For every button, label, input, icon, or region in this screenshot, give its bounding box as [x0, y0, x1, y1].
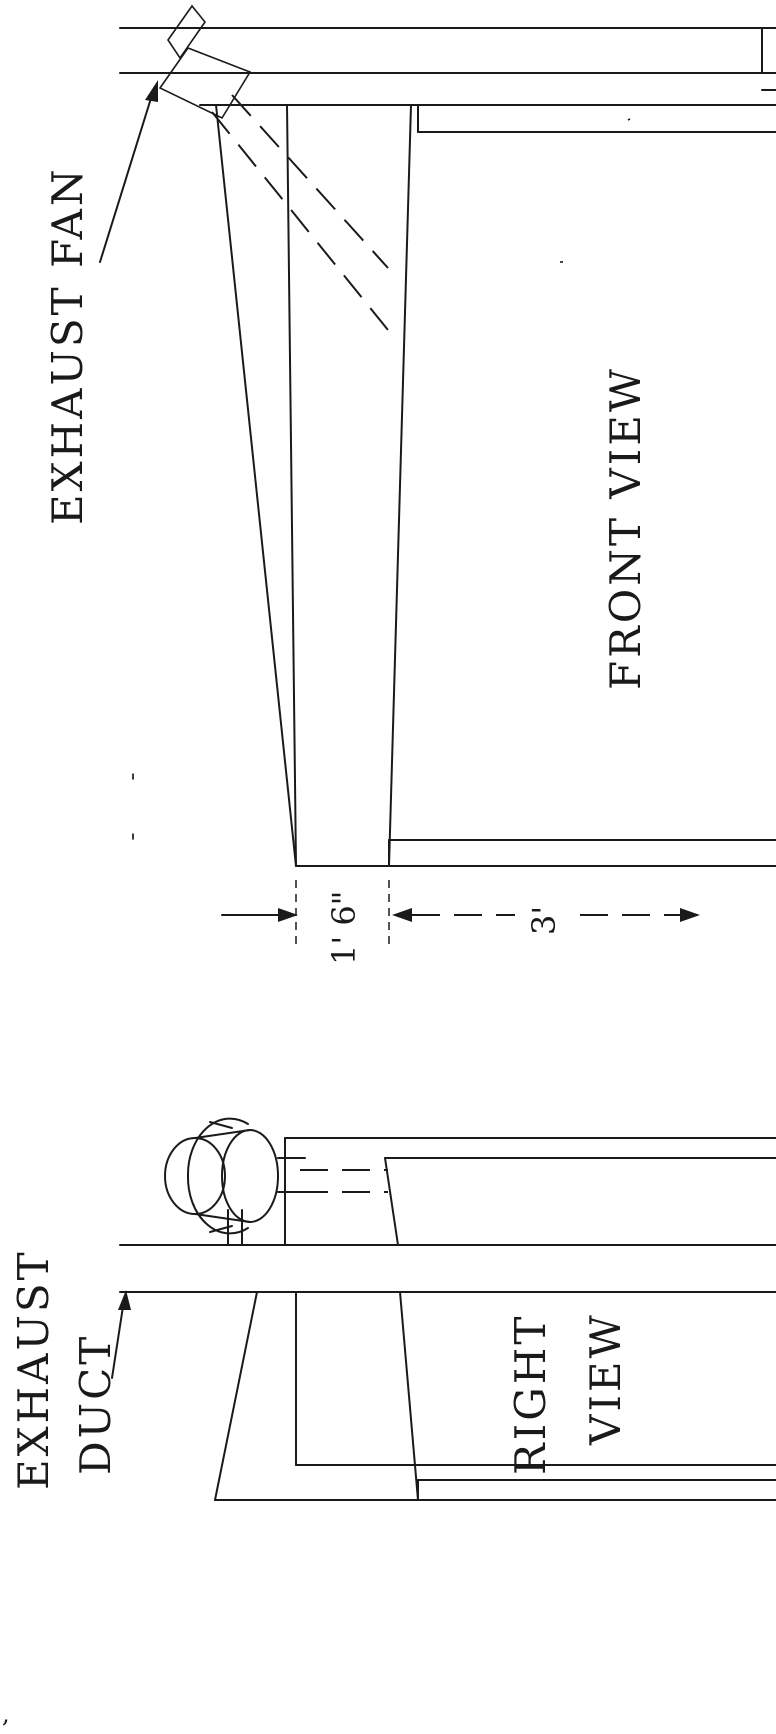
- svg-text:': ': [130, 831, 136, 856]
- motor-cap-icon: [164, 1137, 226, 1215]
- fan-box-top: [167, 4, 207, 60]
- exhaust-duct-leader: [111, 1290, 131, 1379]
- dimension-depth: 3': [525, 906, 563, 935]
- dimension-tilt-offset: 1' 6": [325, 891, 363, 965]
- fan-box: [158, 47, 252, 120]
- front-view-drawing: [119, 4, 776, 867]
- dimension-lines: [221, 880, 700, 950]
- motor-body-icon: [221, 1129, 279, 1223]
- right-view-drawing: [119, 1117, 776, 1501]
- exhaust-fan-label: EXHAUST FAN: [43, 166, 92, 525]
- taper-right-line: [388, 104, 412, 867]
- taper-inner-line: [286, 104, 297, 867]
- svg-text:': ': [130, 771, 136, 796]
- duct-label: DUCT: [71, 1334, 120, 1475]
- front-view-label: FRONT VIEW: [601, 366, 650, 690]
- view-label: VIEW: [581, 1312, 630, 1446]
- exhaust-label: EXHAUST: [9, 1249, 58, 1490]
- right-label: RIGHT: [506, 1314, 555, 1475]
- taper-outer-line: [215, 104, 297, 867]
- svg-text:,: ,: [2, 1700, 10, 1728]
- exhaust-fan-leader: [99, 80, 158, 263]
